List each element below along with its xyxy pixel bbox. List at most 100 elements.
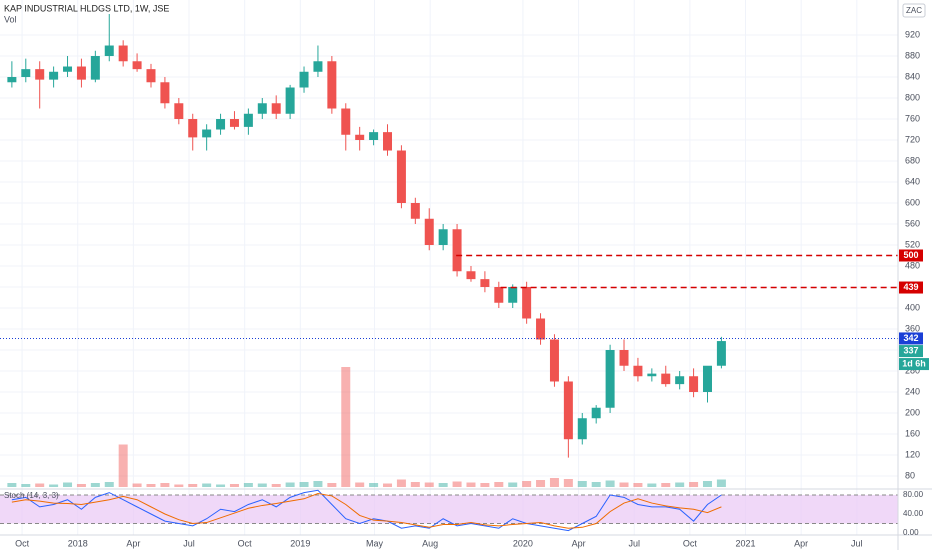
y-tick-label: 920 [905, 29, 920, 39]
y-tick-label: 480 [905, 260, 920, 270]
candle-body [174, 103, 184, 120]
volume-bar [577, 481, 587, 487]
candle-body [424, 218, 434, 245]
candle-body [104, 45, 114, 57]
volume-bar [146, 484, 156, 487]
candle-body [313, 61, 323, 72]
y-tick-label: 160 [905, 428, 920, 438]
x-tick-label: May [366, 538, 384, 548]
candle-body [132, 61, 142, 70]
volume-bar [605, 480, 615, 487]
x-tick-label: 2018 [68, 538, 88, 548]
volume-bar [341, 367, 351, 487]
volume-bar [536, 480, 546, 487]
volume-bar [257, 483, 267, 487]
level-label-box [899, 249, 923, 262]
candle-body [118, 45, 128, 62]
volume-bar [35, 483, 45, 487]
candle-body [49, 71, 59, 80]
volume-bar [90, 483, 100, 487]
x-tick-label: Apr [794, 538, 808, 548]
candle-body [243, 113, 253, 127]
candle-body [661, 373, 671, 385]
volume-bar [355, 482, 365, 487]
volume-bar [104, 482, 114, 487]
candle-body [689, 376, 699, 392]
volume-bar [396, 479, 406, 487]
y-tick-label: 280 [905, 365, 920, 375]
candle-body [90, 56, 100, 80]
candle-body [7, 77, 17, 83]
volume-bar [243, 483, 253, 487]
y-tick-label: 640 [905, 176, 920, 186]
volume-bar [369, 483, 379, 487]
currency-box[interactable] [902, 3, 926, 18]
candle-body [21, 69, 31, 78]
volume-bar [313, 481, 323, 487]
y-tick-label: 200 [905, 407, 920, 417]
y-tick-label: 720 [905, 134, 920, 144]
level-label: 500 [903, 250, 918, 260]
candle-body [341, 108, 351, 135]
candle-body [229, 119, 239, 127]
y-tick-label: 360 [905, 323, 920, 333]
plot [0, 14, 898, 532]
x-tick-label: 2021 [736, 538, 756, 548]
candle-body [285, 87, 295, 114]
y-tick-label: 600 [905, 197, 920, 207]
candle-body [563, 381, 573, 440]
volume-bar [188, 484, 198, 487]
candle-body [494, 286, 504, 303]
volume-bar [299, 482, 309, 487]
candle-body [383, 132, 393, 151]
y-tick-label: 840 [905, 71, 920, 81]
x-tick-label: Aug [422, 538, 438, 548]
y-tick-label: 800 [905, 92, 920, 102]
candle-body [76, 66, 86, 80]
candle-body [633, 365, 643, 377]
volume-bar [508, 482, 518, 487]
candle-body [410, 203, 420, 219]
candle-body [438, 229, 448, 245]
x-tick-label: Oct [683, 538, 698, 548]
y-tick-label: 560 [905, 218, 920, 228]
volume-bar [76, 484, 86, 487]
level-label: 342 [903, 333, 918, 343]
volume-bar [563, 479, 573, 487]
volume-bar [202, 483, 212, 487]
x-tick-label: Oct [238, 538, 253, 548]
y-tick-label: 120 [905, 449, 920, 459]
candle-body [216, 119, 226, 130]
volume-bar [452, 481, 462, 487]
stoch-band [0, 494, 898, 524]
x-tick-label: Jul [628, 538, 640, 548]
volume-bar [661, 483, 671, 487]
candle-body [369, 132, 379, 141]
candle-body [327, 61, 337, 109]
candle-body [619, 349, 629, 366]
candle-body [160, 82, 170, 104]
grid [0, 0, 898, 535]
volume-bar [216, 484, 226, 487]
volume-bar [633, 483, 643, 487]
y-tick-label: 880 [905, 50, 920, 60]
volume-bar [63, 482, 73, 487]
volume-bar [7, 483, 17, 487]
volume-bar [285, 482, 295, 487]
stoch-line [11, 493, 722, 529]
candle-body [716, 341, 726, 366]
level-label: 439 [903, 282, 918, 292]
candle-body [605, 349, 615, 408]
stoch-tick-label: 0.00 [903, 528, 919, 537]
volume-bar [271, 484, 281, 487]
candle-body [299, 71, 309, 88]
candle-body [647, 373, 657, 377]
volume-bar [21, 484, 31, 487]
candle-body [35, 69, 45, 80]
volume-bar [549, 478, 559, 487]
volume-bar [132, 483, 142, 487]
x-tick-label: 2020 [513, 538, 533, 548]
y-tick-label: 80 [905, 470, 915, 480]
y-tick-label: 520 [905, 239, 920, 249]
